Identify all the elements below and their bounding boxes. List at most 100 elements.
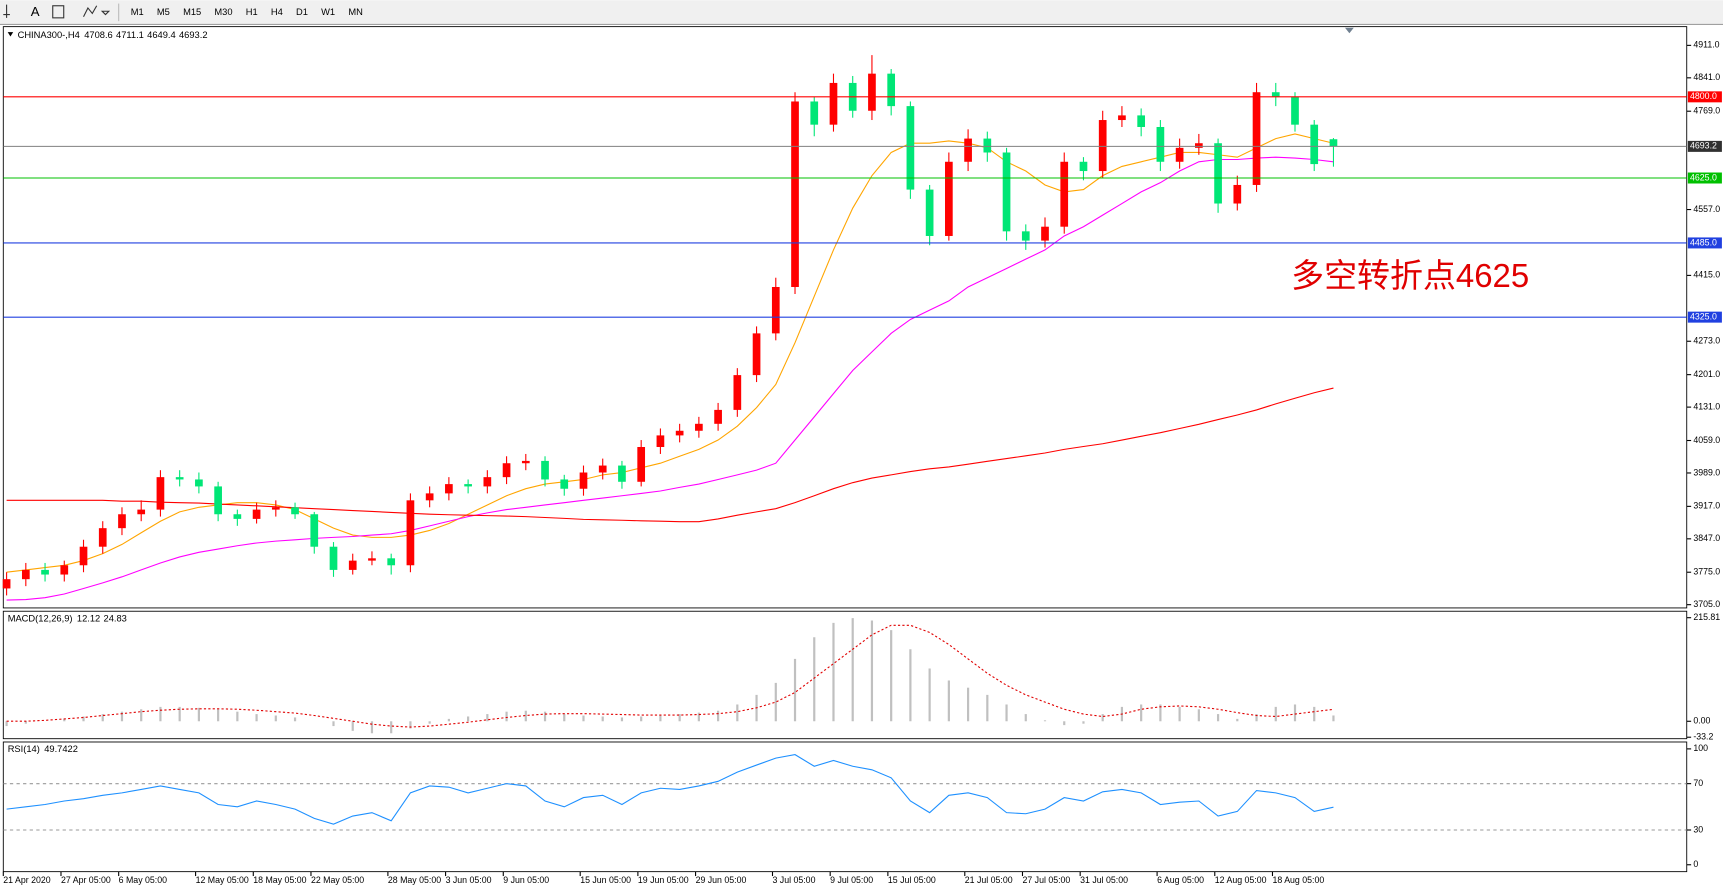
candle-body <box>137 509 146 515</box>
ohlc-value: 4708.6 <box>84 30 113 40</box>
candle-body <box>233 514 242 519</box>
timeframe-button[interactable]: H1 <box>246 7 258 17</box>
price-level-label: 4625.0 <box>1690 172 1717 182</box>
shift-marker <box>1344 27 1354 34</box>
candle-body <box>771 286 780 334</box>
price-level-tag <box>1687 237 1722 249</box>
candle-body <box>887 73 896 107</box>
x-tick-label: 9 Jul 05:00 <box>830 875 873 885</box>
candle-body <box>348 560 357 570</box>
y-tick-label: 0 <box>1693 859 1698 869</box>
timeframe-button[interactable]: H4 <box>271 7 283 17</box>
moving-average <box>6 133 1334 573</box>
y-tick-label: 4131.0 <box>1693 401 1720 411</box>
timeframe-button[interactable]: M1 <box>131 7 144 17</box>
rsi-panel <box>2 741 1688 873</box>
candle-body <box>252 509 261 519</box>
candle-body <box>98 528 107 547</box>
candle-body <box>310 514 319 547</box>
y-tick-label: 30 <box>1693 824 1703 834</box>
candle-body <box>656 435 665 447</box>
candle-body <box>945 161 953 236</box>
timeframe-button[interactable]: D1 <box>296 7 308 17</box>
macd-title: MACD(12,26,9) <box>8 613 73 623</box>
x-tick-label: 3 Jul 05:00 <box>772 875 815 885</box>
candle-body <box>445 484 453 494</box>
candle-body <box>1271 92 1280 97</box>
toolbar <box>0 0 1723 25</box>
timeframe-button[interactable]: MN <box>348 7 363 17</box>
cursor-icon[interactable] <box>3 4 10 18</box>
x-tick-label: 15 Jul 05:00 <box>888 875 936 885</box>
candle-body <box>1329 139 1338 147</box>
candle-body <box>598 465 607 473</box>
y-tick-label: 4557.0 <box>1693 204 1720 214</box>
candle-body <box>1098 120 1107 172</box>
y-tick-label: 4273.0 <box>1693 336 1720 346</box>
candle-body <box>1195 143 1203 148</box>
price-level-label: 4800.0 <box>1690 91 1717 101</box>
x-tick-label: 15 Jun 05:00 <box>580 875 631 885</box>
y-tick-label: 4059.0 <box>1693 435 1720 445</box>
shapes-tool[interactable] <box>83 5 111 17</box>
candle-body <box>1214 143 1222 204</box>
candle-body <box>1079 161 1088 172</box>
x-tick-label: 21 Apr 2020 <box>3 875 50 885</box>
candle-body <box>118 514 126 529</box>
candle-body <box>695 423 703 431</box>
y-tick-label: 215.81 <box>1693 612 1720 622</box>
candle-body <box>1002 152 1011 232</box>
candle-body <box>618 465 626 482</box>
y-tick-label: 4911.0 <box>1693 40 1719 50</box>
candle-body <box>541 460 549 480</box>
price-level-tag <box>1687 140 1722 152</box>
candle-body <box>79 546 88 566</box>
candle-body <box>1175 147 1184 162</box>
y-tick-label: 3705.0 <box>1693 599 1720 609</box>
rsi-value: 49.7422 <box>44 744 78 754</box>
x-tick-label: 29 Jun 05:00 <box>696 875 747 885</box>
text-tool[interactable]: A <box>31 4 40 19</box>
candle-body <box>925 189 934 236</box>
x-tick-label: 27 Apr 05:00 <box>61 875 111 885</box>
y-tick-label: 4841.0 <box>1693 72 1720 82</box>
candle-body <box>829 82 838 125</box>
timeframe-button[interactable]: W1 <box>321 7 335 17</box>
rsi-line <box>6 754 1334 825</box>
label-tool[interactable] <box>52 5 65 19</box>
candle-body <box>483 477 492 487</box>
candle-body <box>810 101 819 125</box>
symbol: CHINA300-,H4 <box>18 30 80 40</box>
rsi-title: RSI(14) <box>8 744 40 754</box>
candle-body <box>387 558 396 566</box>
timeframe-button[interactable]: M15 <box>183 7 201 17</box>
candle-body <box>521 460 530 464</box>
timeframe-button[interactable]: M30 <box>214 7 232 17</box>
candle-body <box>1310 124 1319 165</box>
candle-body <box>502 463 511 478</box>
macd-value: 24.83 <box>104 613 127 623</box>
price-level-label: 4325.0 <box>1690 311 1717 321</box>
ohlc-value: 4711.1 <box>116 30 144 40</box>
x-tick-label: 18 Aug 05:00 <box>1272 875 1324 885</box>
price-level-tag <box>1687 172 1722 184</box>
x-tick-label: 12 May 05:00 <box>196 875 249 885</box>
ohlc-value: 4649.4 <box>147 30 176 40</box>
candle-body <box>733 375 742 410</box>
y-tick-label: 3917.0 <box>1693 501 1720 511</box>
y-tick-label: 3775.0 <box>1693 567 1720 577</box>
candle-body <box>560 479 569 489</box>
candle-body <box>1041 226 1049 241</box>
x-tick-label: 6 May 05:00 <box>119 875 167 885</box>
price-level-label: 4693.2 <box>1690 141 1717 151</box>
candle-body <box>752 333 761 376</box>
symbol-marker <box>7 32 14 37</box>
candle-body <box>195 479 203 487</box>
timeframe-button[interactable]: M5 <box>157 7 170 17</box>
candle-body <box>60 565 69 575</box>
candle-body <box>1156 126 1165 162</box>
ohlc-value: 4693.2 <box>179 30 208 40</box>
y-tick-label: 70 <box>1693 778 1703 788</box>
candle-body <box>1291 96 1299 125</box>
